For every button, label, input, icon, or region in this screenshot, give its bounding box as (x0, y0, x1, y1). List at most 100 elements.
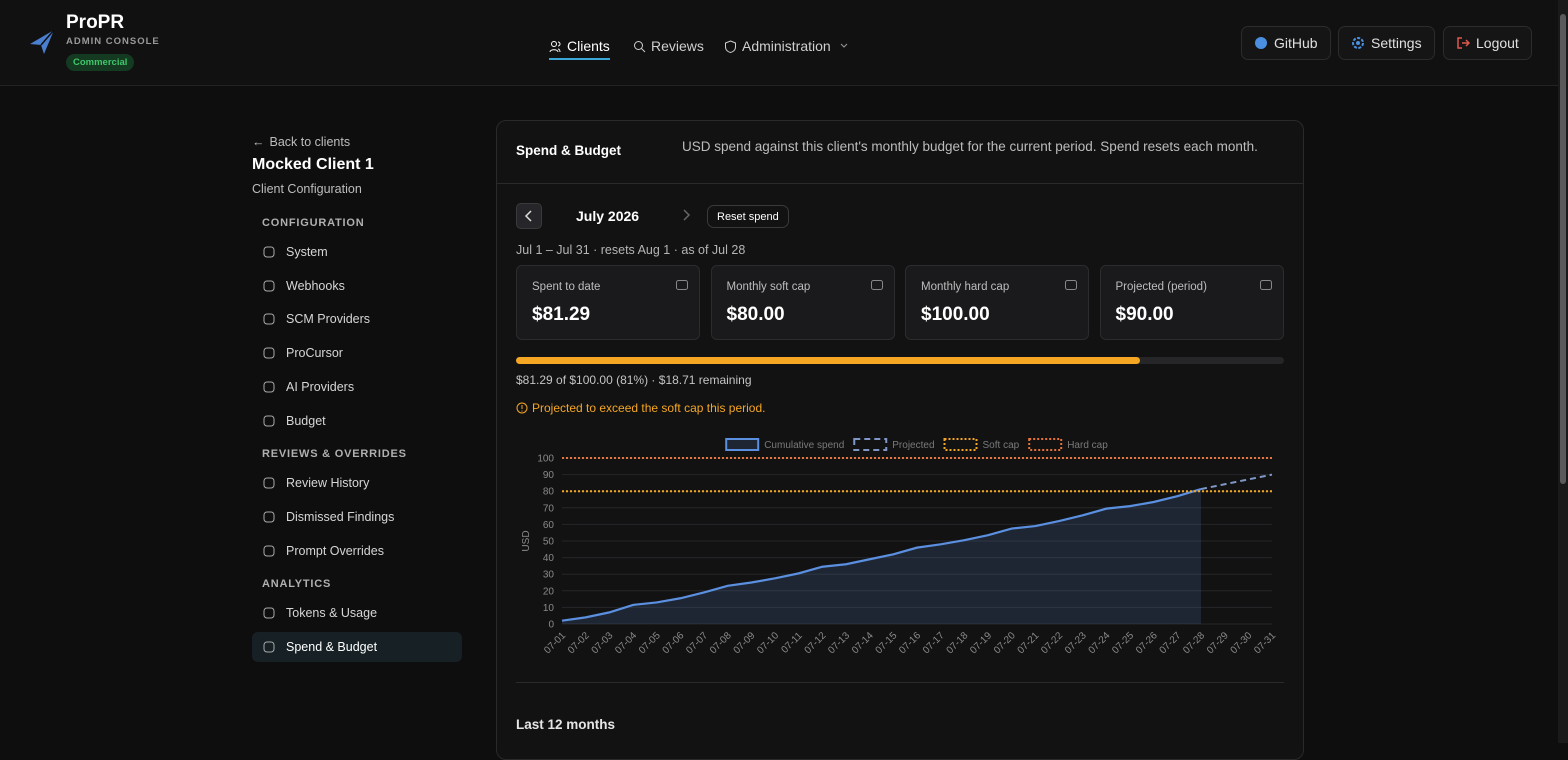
sidebar-item[interactable]: Tokens & Usage (252, 598, 462, 628)
legend-label: Cumulative spend (764, 440, 844, 451)
icon-shape (263, 381, 275, 393)
nav-item[interactable]: Clients (549, 34, 610, 60)
item-label: SCM Providers (286, 312, 371, 327)
card-value: $100.00 (921, 304, 990, 325)
sidebar-item[interactable]: ProCursor (252, 338, 462, 368)
y-tick-label: 70 (543, 503, 555, 514)
line (561, 488, 1202, 622)
progress-label: $81.29 of $100.00 (81%) · $18.71 remaini… (516, 373, 752, 387)
item-label: Dismissed Findings (286, 509, 395, 524)
x-tick-label: 07-25 (1110, 630, 1136, 656)
icon (1457, 37, 1470, 49)
sidebar-item[interactable]: AI Providers (252, 372, 462, 402)
sidebar-item[interactable]: Spend & Budget (252, 632, 462, 662)
icon (1255, 37, 1267, 49)
x-tick-label: 07-02 (566, 630, 592, 656)
icon-shape (263, 477, 275, 489)
card-value: $81.29 (532, 304, 591, 325)
nav-item[interactable]: Reviews (633, 34, 704, 58)
reset-button[interactable]: Reset spend (707, 205, 789, 228)
item-label: Webhooks (286, 278, 345, 293)
nav-label: Administration (742, 38, 831, 54)
icon-shape (870, 280, 883, 290)
sidebar-item[interactable]: Dismissed Findings (252, 502, 462, 532)
back-link[interactable]: ← Back to clients (252, 135, 350, 149)
warning-text: Projected to exceed the soft cap this pe… (532, 401, 766, 415)
divider (497, 183, 1303, 184)
spend-panel (496, 120, 1304, 760)
icon-shape (263, 545, 275, 557)
section-title: REVIEWS & OVERRIDES (262, 448, 407, 461)
x-tick-label: 07-24 (1087, 630, 1113, 656)
chart: 010203040506070809010007-0107-0207-0307-… (521, 438, 1278, 656)
x-tick-label: 07-16 (897, 630, 923, 656)
icon-shape (263, 607, 275, 619)
settings-button[interactable]: Settings (1338, 26, 1435, 60)
icon-shape (263, 641, 275, 653)
sidebar-item[interactable]: Webhooks (252, 271, 462, 301)
back-label: Back to clients (269, 135, 351, 149)
sidebar-item[interactable]: System (252, 237, 462, 267)
legend: Cumulative spend Projected Soft cap Hard ca… (725, 438, 1108, 451)
x-tick-label: 07-10 (755, 630, 781, 656)
icon-shape (263, 313, 275, 325)
icon (870, 280, 883, 290)
item-label: Spend & Budget (286, 640, 378, 654)
icon (683, 209, 691, 221)
area (562, 489, 1201, 624)
card-value: $90.00 (1115, 304, 1174, 325)
github-button[interactable]: GitHub (1241, 26, 1331, 60)
sidebar-item[interactable]: Prompt Overrides (252, 536, 462, 566)
icon-shape (1259, 280, 1272, 290)
x-tick-label: 07-30 (1229, 630, 1255, 656)
logout-button[interactable]: Logout (1443, 26, 1532, 60)
sidebar-item[interactable]: SCM Providers (252, 304, 462, 334)
icon (263, 641, 275, 653)
icon (263, 313, 275, 325)
progress-track (516, 357, 1284, 364)
y-axis-label: USD (521, 530, 532, 551)
x-tick-label: 07-22 (1039, 630, 1065, 656)
legend-label: Projected (892, 440, 934, 451)
brand-subtitle: ADMIN CONSOLE (66, 36, 160, 47)
x-tick-label: 07-27 (1158, 630, 1184, 656)
y-tick-label: 10 (543, 603, 555, 614)
scroll-thumb[interactable] (1560, 14, 1566, 484)
card-label: Spent to date (532, 281, 601, 293)
scrollbar[interactable] (1558, 0, 1568, 743)
icon-shape (676, 280, 688, 290)
icon (263, 246, 275, 258)
section-title: Last 12 months (516, 717, 616, 732)
sidebar-item[interactable]: Review History (252, 468, 462, 498)
card-label: Projected (period) (1115, 281, 1207, 293)
x-tick-label: 07-08 (708, 630, 734, 656)
item-label: AI Providers (286, 379, 355, 394)
icon (1065, 280, 1077, 290)
x-tick-label: 07-11 (779, 630, 805, 656)
icon (263, 347, 275, 359)
chevron (840, 43, 848, 48)
x-tick-label: 07-14 (850, 630, 876, 656)
icon (263, 607, 275, 619)
section-title: CONFIGURATION (262, 217, 365, 229)
divider (516, 682, 1284, 683)
panel-description: USD spend against this client's monthly … (682, 139, 1258, 154)
x-tick-label: 07-21 (1016, 630, 1042, 656)
icon (676, 280, 688, 290)
item-label: System (286, 245, 328, 259)
nav-label: Reviews (651, 38, 704, 54)
icon (263, 545, 275, 557)
x-tick-label: 07-18 (945, 630, 971, 656)
next-month[interactable] (674, 203, 700, 229)
y-tick-label: 90 (543, 470, 555, 481)
card-label: Monthly hard cap (921, 281, 1010, 293)
nav-item[interactable]: Administration (724, 34, 850, 58)
card-value: $80.00 (726, 304, 785, 325)
icon (516, 402, 528, 414)
sidebar-item[interactable]: Budget (252, 406, 462, 436)
prev-month[interactable] (516, 203, 542, 229)
icon-shape (263, 347, 275, 359)
icon (634, 40, 646, 52)
x-tick-label: 07-26 (1134, 630, 1160, 656)
